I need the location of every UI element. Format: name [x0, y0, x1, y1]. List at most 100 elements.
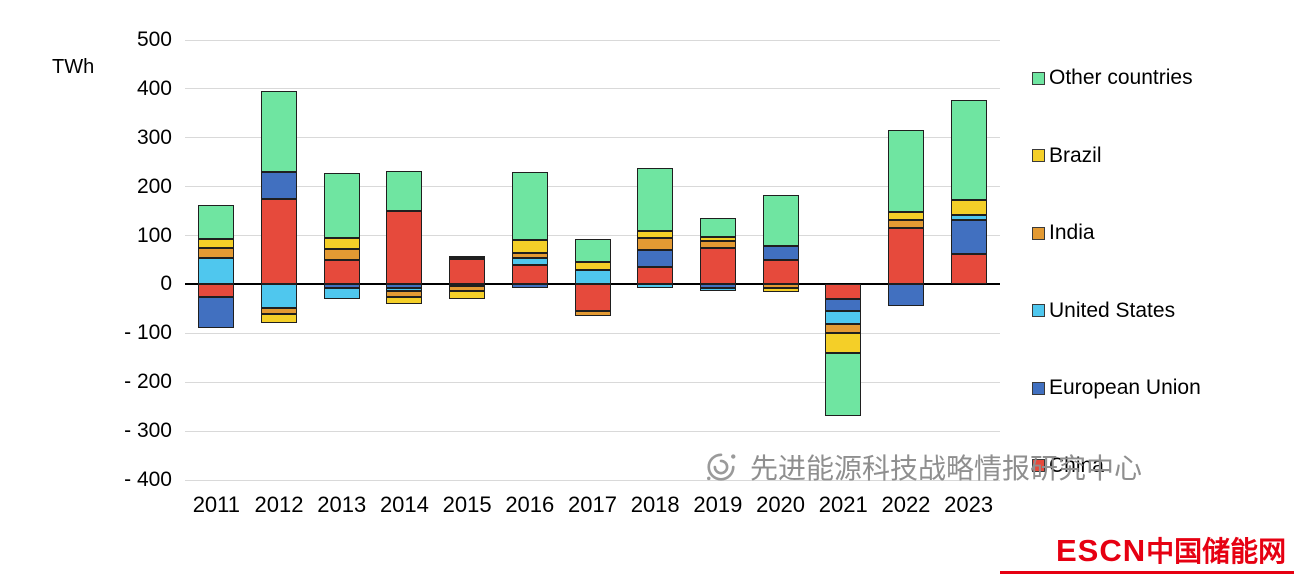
- legend-item-brazil: Brazil: [1032, 144, 1102, 168]
- gridline: [185, 381, 1000, 383]
- bar-segment-other-countries: [449, 256, 486, 259]
- bar-segment-united-states: [825, 311, 862, 324]
- bar-segment-european-union: [825, 299, 862, 312]
- bar-segment-india: [323, 249, 360, 260]
- bar-segment-brazil: [762, 287, 799, 292]
- legend-marker-icon: [1032, 71, 1045, 85]
- bar-segment-other-countries: [511, 172, 548, 241]
- bar-segment-china: [449, 259, 486, 285]
- bar-segment-brazil: [511, 240, 548, 253]
- bar-segment-european-union: [511, 284, 548, 289]
- bar-segment-united-states: [386, 288, 423, 291]
- gridline: [185, 332, 1000, 334]
- legend-marker-icon: [1032, 149, 1045, 162]
- legend-marker-icon: [1032, 459, 1045, 472]
- gridline: [185, 137, 1000, 139]
- bar-segment-european-union: [762, 246, 799, 260]
- bar-segment-other-countries: [574, 239, 611, 263]
- bar-segment-other-countries: [699, 218, 736, 237]
- y-tick-label: - 300: [124, 419, 172, 443]
- legend-item-other-countries: Other countries: [1032, 66, 1193, 90]
- y-tick-label: - 100: [124, 321, 172, 345]
- legend-label: United States: [1049, 298, 1176, 322]
- legend-marker-icon: [1032, 226, 1045, 240]
- bar-segment-china: [699, 247, 736, 285]
- bar-segment-brazil: [637, 230, 674, 238]
- brand-underline: [1000, 571, 1294, 574]
- y-tick-label: 0: [160, 272, 172, 296]
- x-tick-label: 2012: [254, 492, 304, 517]
- bar-segment-united-states: [699, 288, 736, 291]
- bar-segment-united-states: [261, 284, 298, 308]
- legend-marker-icon: [1032, 381, 1045, 395]
- gridline: [185, 479, 1000, 481]
- bar-segment-other-countries: [198, 204, 235, 239]
- watermark-logo-icon: [707, 453, 736, 481]
- bar-segment-india: [449, 286, 486, 292]
- bar-segment-other-countries: [887, 130, 924, 213]
- bar-segment-brazil: [449, 291, 486, 300]
- bar-segment-other-countries: [261, 91, 298, 172]
- bar-segment-china: [323, 260, 360, 285]
- bar-segment-united-states: [323, 288, 360, 300]
- bar-segment-india: [386, 290, 423, 297]
- y-tick-label: 100: [136, 223, 172, 247]
- bar-segment-united-states: [574, 269, 611, 285]
- bar-segment-china: [198, 284, 235, 297]
- y-tick-label: - 400: [124, 468, 172, 491]
- x-tick-label: 2021: [818, 492, 868, 517]
- bar-segment-brazil: [699, 236, 736, 242]
- plot-area: [185, 39, 1000, 481]
- gridline: [185, 430, 1000, 432]
- brand-escn-text: ESCN: [1056, 533, 1147, 568]
- x-tick-label: 2022: [881, 492, 931, 517]
- brand-logo: ESCN中国储能网: [1056, 530, 1286, 570]
- bar-segment-brazil: [574, 262, 611, 270]
- legend-label: European Union: [1049, 376, 1201, 399]
- bar-segment-united-states: [511, 257, 548, 265]
- bar-segment-china: [637, 267, 674, 285]
- bar-segment-india: [699, 241, 736, 248]
- bar-segment-china: [261, 198, 298, 285]
- bar-segment-european-union: [887, 284, 924, 307]
- bar-segment-india: [198, 247, 235, 258]
- bar-segment-india: [762, 284, 799, 288]
- watermark: 先进能源科技战略情报研究中心: [700, 446, 1142, 488]
- legend-item-united-states: United States: [1032, 299, 1175, 323]
- gridline: [185, 186, 1000, 188]
- x-tick-label: 2020: [756, 492, 806, 517]
- x-tick-label: 2023: [944, 492, 994, 517]
- bar-segment-india: [637, 238, 674, 251]
- legend-marker-icon: [1032, 304, 1045, 317]
- bar-segment-india: [825, 323, 862, 334]
- legend-label: Other countries: [1049, 66, 1193, 89]
- bar-segment-other-countries: [386, 171, 423, 212]
- bar-segment-china: [950, 254, 987, 285]
- bar-segment-european-union: [323, 284, 360, 289]
- bar-segment-brazil: [386, 296, 423, 304]
- x-tick-label: 2017: [568, 492, 617, 517]
- x-tick-label: 2019: [693, 492, 743, 517]
- bar-segment-china: [887, 228, 924, 285]
- bar-segment-china: [762, 260, 799, 285]
- x-tick-label: 2016: [505, 492, 555, 517]
- bar-segment-brazil: [198, 238, 235, 248]
- legend-label: China: [1049, 453, 1104, 477]
- bar-segment-european-union: [699, 284, 736, 289]
- bar-segment-brazil: [887, 212, 924, 220]
- bar-segment-other-countries: [762, 195, 799, 247]
- bar-segment-other-countries: [950, 99, 987, 201]
- bar-segment-other-countries: [825, 352, 862, 417]
- bar-segment-india: [887, 219, 924, 229]
- x-tick-label: 2015: [442, 492, 492, 517]
- bar-segment-china: [511, 264, 548, 285]
- bar-segment-china: [574, 284, 611, 312]
- watermark-text: 先进能源科技战略情报研究中心: [750, 453, 1143, 484]
- bar-segment-india: [574, 311, 611, 317]
- y-tick-label: 500: [136, 28, 172, 51]
- bar-segment-united-states: [198, 257, 235, 285]
- x-tick-label: 2011: [192, 492, 240, 517]
- y-tick-label: - 200: [124, 370, 172, 394]
- legend-label: India: [1049, 221, 1095, 244]
- gridline: [185, 235, 1000, 237]
